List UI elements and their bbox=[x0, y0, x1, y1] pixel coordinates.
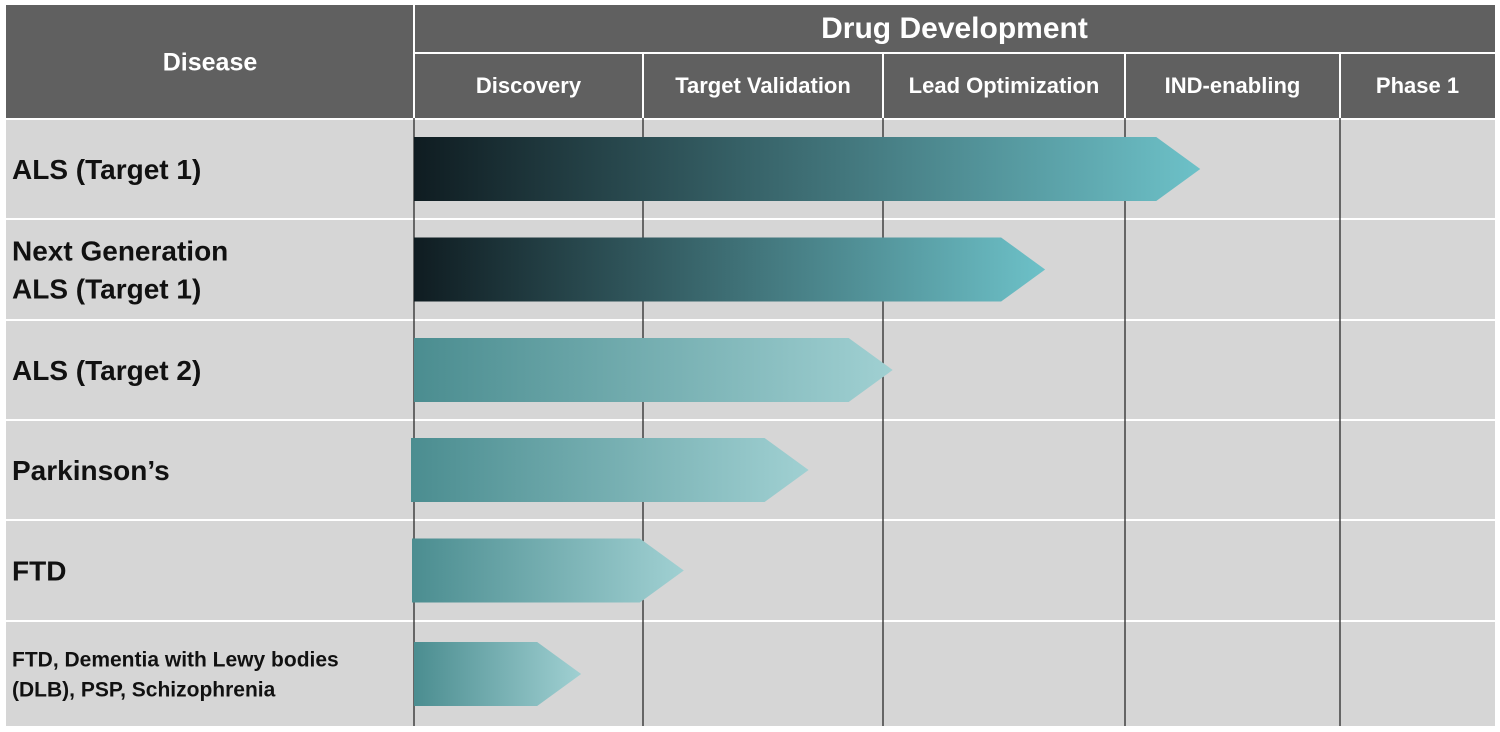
progress-arrow bbox=[414, 237, 1046, 302]
row-separator bbox=[6, 319, 1495, 321]
progress-arrow bbox=[414, 137, 1201, 201]
row-separator bbox=[6, 218, 1495, 220]
disease-label: ALS (Target 1) bbox=[12, 273, 201, 304]
disease-column-header: Disease bbox=[163, 49, 258, 77]
disease-label: FTD bbox=[12, 555, 66, 586]
stage-header-phase-1: Phase 1 bbox=[1376, 73, 1459, 98]
grid-background bbox=[6, 120, 1495, 726]
row-separator bbox=[6, 620, 1495, 622]
disease-label: Parkinson’s bbox=[12, 455, 170, 486]
disease-label: (DLB), PSP, Schizophrenia bbox=[12, 678, 276, 701]
stage-header-ind-enabling: IND-enabling bbox=[1165, 73, 1301, 98]
progress-arrow bbox=[412, 538, 684, 603]
row-separator bbox=[6, 519, 1495, 521]
disease-label: ALS (Target 2) bbox=[12, 355, 201, 386]
progress-arrow bbox=[411, 438, 809, 502]
drug-development-header: Drug Development bbox=[821, 12, 1088, 45]
progress-arrow bbox=[414, 642, 582, 706]
stage-header-target-validation: Target Validation bbox=[675, 73, 851, 98]
stage-header-discovery: Discovery bbox=[476, 73, 582, 98]
disease-label: Next Generation bbox=[12, 235, 228, 266]
progress-arrow bbox=[414, 338, 893, 402]
row-separator bbox=[6, 419, 1495, 421]
disease-label: ALS (Target 1) bbox=[12, 154, 201, 185]
stage-header-lead-optimization: Lead Optimization bbox=[909, 73, 1100, 98]
disease-label: FTD, Dementia with Lewy bodies bbox=[12, 648, 339, 671]
header-background bbox=[6, 5, 1495, 118]
